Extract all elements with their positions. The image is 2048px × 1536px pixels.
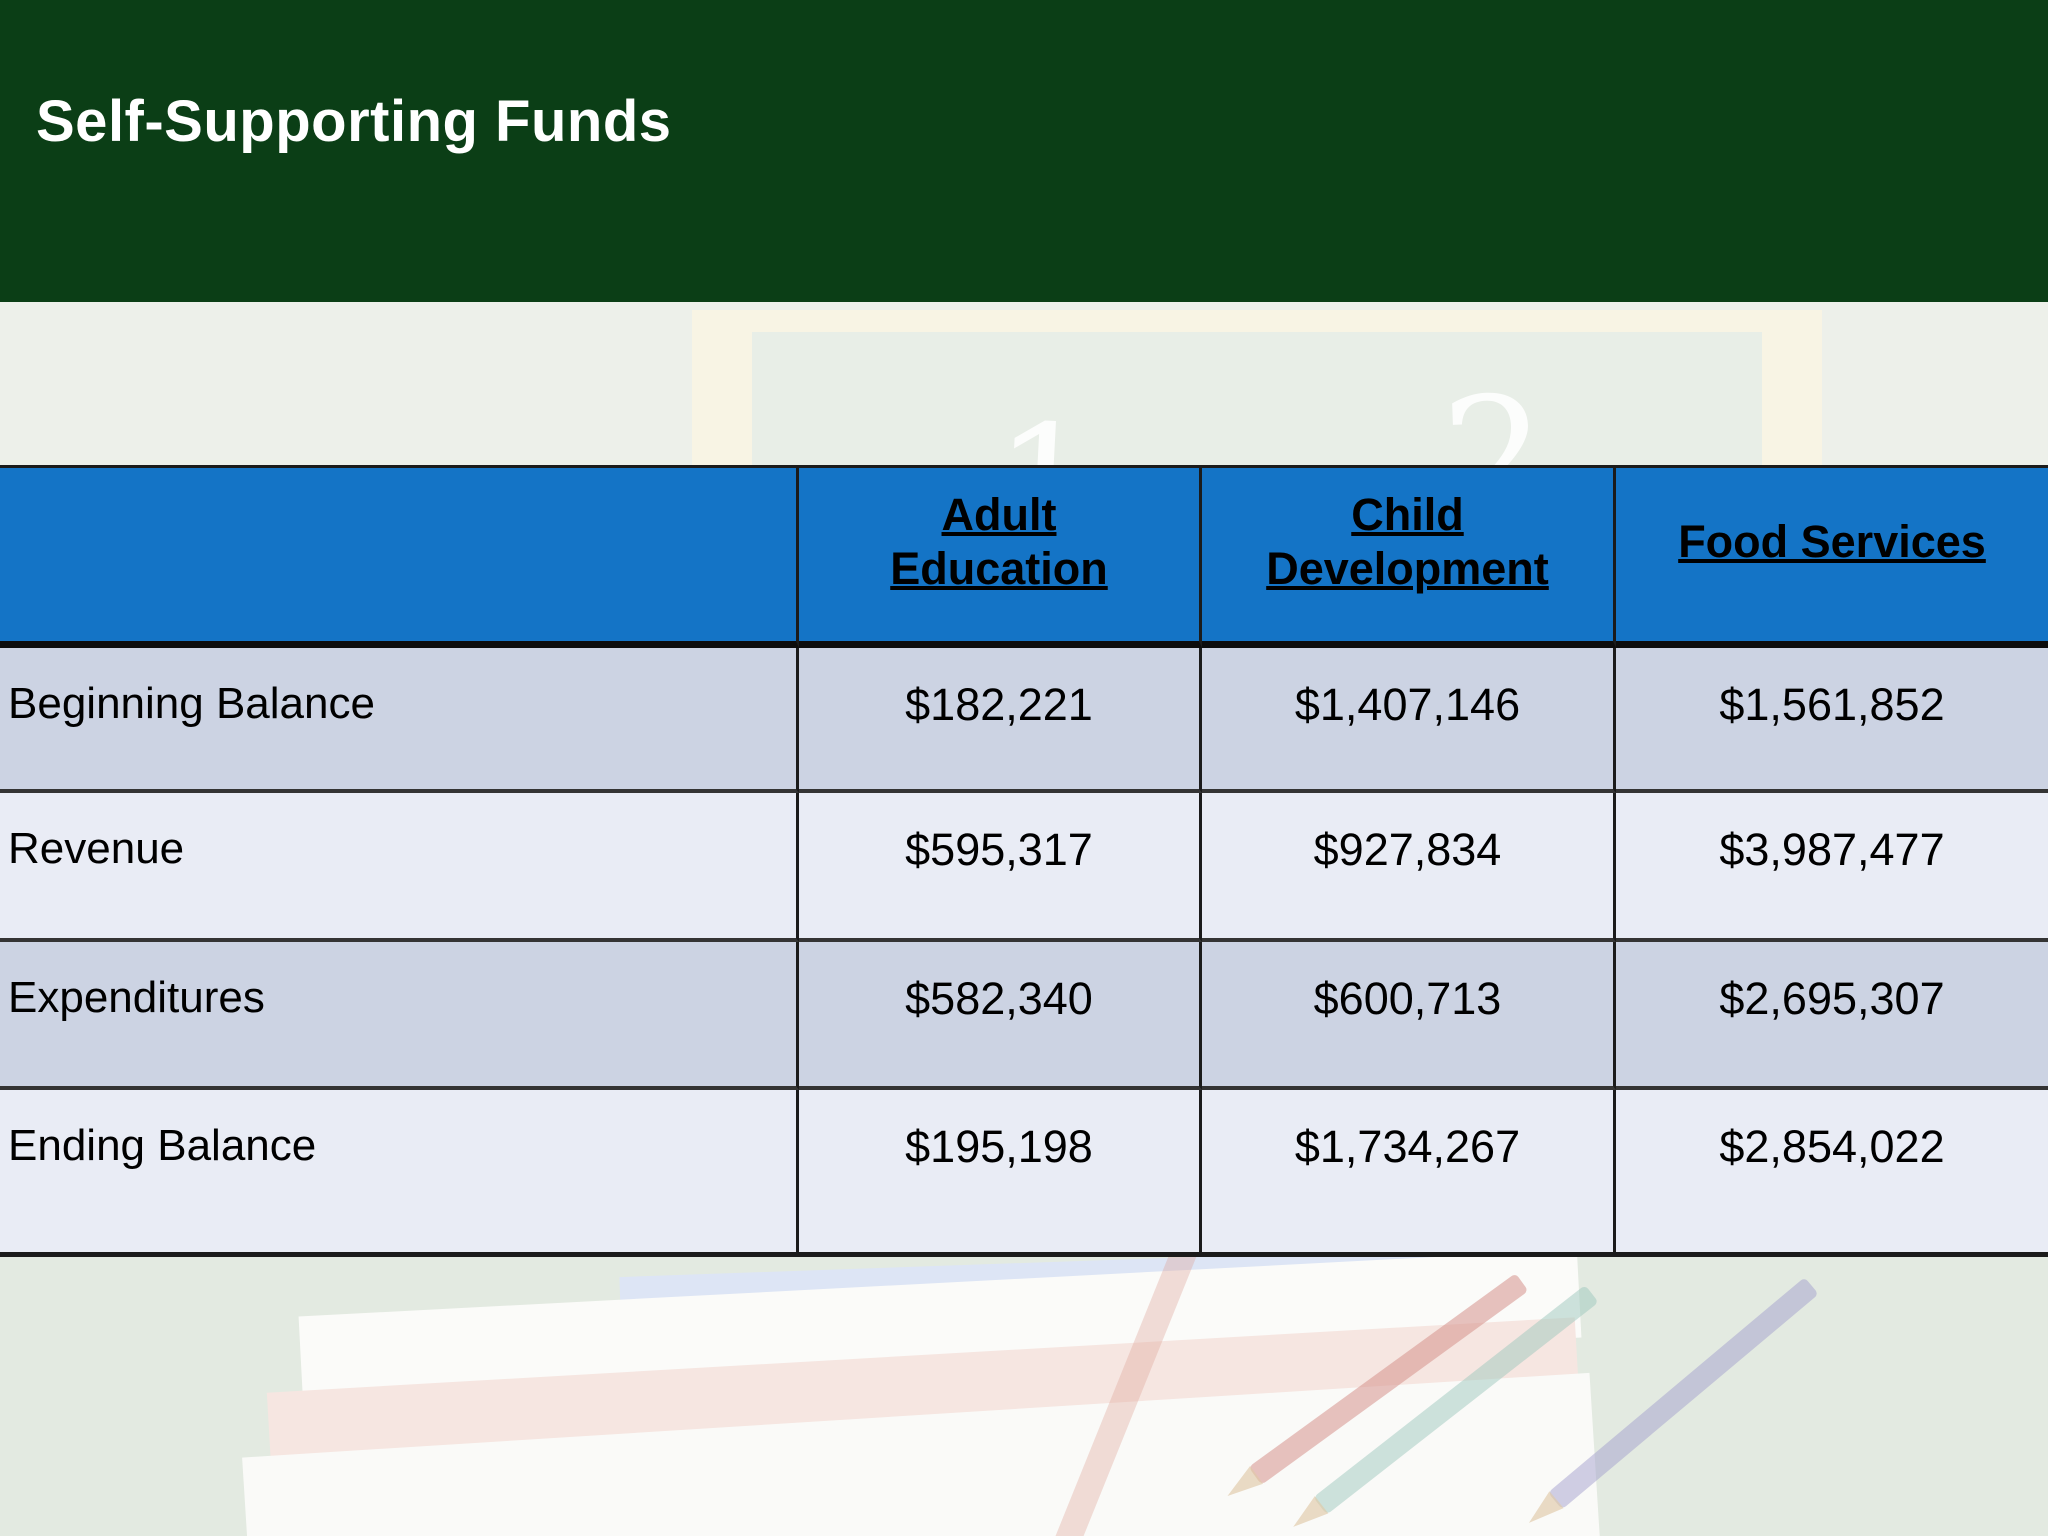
value-expenditures-child-development: $600,713 <box>1202 942 1616 1090</box>
value-revenue-adult-education: $595,317 <box>799 793 1202 942</box>
value-expenditures-food-services: $2,695,307 <box>1616 942 2048 1090</box>
table-corner-cell <box>0 465 799 648</box>
title-band: Self-Supporting Funds <box>0 0 2048 302</box>
chalkboard-image: 1 2 <box>752 332 1762 465</box>
value-ending-balance-child-development: $1,734,267 <box>1202 1090 1616 1257</box>
row-label-beginning-balance: Beginning Balance <box>0 648 799 793</box>
column-header-adult-education: Adult Education <box>799 465 1202 648</box>
value-expenditures-adult-education: $582,340 <box>799 942 1202 1090</box>
row-label-ending-balance: Ending Balance <box>0 1090 799 1257</box>
chalk-number: 1 <box>987 387 1102 465</box>
row-label-expenditures: Expenditures <box>0 942 799 1090</box>
value-beginning-balance-food-services: $1,561,852 <box>1616 648 2048 793</box>
column-header-child-development: Child Development <box>1202 465 1616 648</box>
column-header-food-services: Food Services <box>1616 465 2048 648</box>
value-ending-balance-food-services: $2,854,022 <box>1616 1090 2048 1257</box>
value-ending-balance-adult-education: $195,198 <box>799 1090 1202 1257</box>
chalkboard-frame-image: 1 2 <box>692 310 1822 465</box>
background-desk-photo <box>0 1257 2048 1536</box>
background-photo-band: 1 2 <box>0 302 2048 465</box>
chalk-number: 2 <box>1438 360 1551 465</box>
funds-table: Adult Education Child Development Food S… <box>0 465 2048 1257</box>
value-beginning-balance-adult-education: $182,221 <box>799 648 1202 793</box>
slide-title: Self-Supporting Funds <box>36 89 672 154</box>
value-revenue-food-services: $3,987,477 <box>1616 793 2048 942</box>
value-beginning-balance-child-development: $1,407,146 <box>1202 648 1616 793</box>
value-revenue-child-development: $927,834 <box>1202 793 1616 942</box>
row-label-revenue: Revenue <box>0 793 799 942</box>
